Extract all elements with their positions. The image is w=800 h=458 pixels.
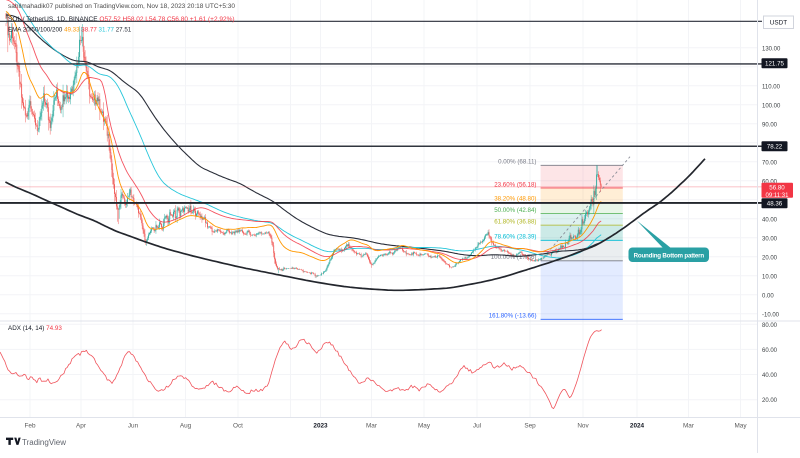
svg-text:May: May: [734, 423, 747, 430]
svg-text:TradingView: TradingView: [22, 438, 66, 447]
svg-text:-10.00: -10.00: [762, 312, 780, 318]
svg-text:60.00: 60.00: [762, 179, 778, 185]
svg-text:Mar: Mar: [683, 423, 695, 430]
svg-text:20.00: 20.00: [762, 398, 778, 404]
svg-text:Apr: Apr: [76, 423, 87, 430]
svg-text:38.20% (48.80): 38.20% (48.80): [494, 196, 536, 203]
svg-text:USDT: USDT: [770, 20, 787, 27]
svg-text:0.00% (68.11): 0.00% (68.11): [498, 159, 536, 166]
svg-text:Jul: Jul: [473, 423, 481, 430]
svg-text:100.00% (17.56): 100.00% (17.56): [491, 254, 537, 261]
svg-text:50.00% (42.84): 50.00% (42.84): [494, 207, 536, 214]
svg-text:80.00: 80.00: [762, 323, 778, 329]
svg-text:Aug: Aug: [180, 423, 192, 430]
svg-text:EMA 20/50/100/200 49.33 38.77: EMA 20/50/100/200 49.33 38.77 31.77 27.5…: [8, 27, 132, 34]
svg-text:78.60% (28.39): 78.60% (28.39): [494, 234, 536, 241]
svg-text:09:11:31: 09:11:31: [766, 193, 790, 199]
svg-text:56.80: 56.80: [769, 185, 785, 192]
svg-text:Feb: Feb: [24, 423, 35, 430]
svg-text:2024: 2024: [630, 423, 645, 430]
svg-text:40.00: 40.00: [762, 217, 778, 223]
svg-text:May: May: [418, 423, 431, 430]
svg-text:10.00: 10.00: [762, 274, 778, 280]
svg-text:Jun: Jun: [128, 423, 139, 430]
svg-text:70.00: 70.00: [762, 160, 778, 166]
svg-text:Mar: Mar: [366, 423, 378, 430]
svg-text:Rounding Bottom pattern: Rounding Bottom pattern: [634, 253, 705, 260]
svg-text:161.80% (-13.66): 161.80% (-13.66): [489, 313, 537, 320]
svg-text:sahilmahadik07 published on Tr: sahilmahadik07 published on TradingView.…: [8, 3, 235, 10]
svg-text:121.75: 121.75: [765, 61, 784, 68]
svg-text:48.36: 48.36: [767, 201, 783, 208]
svg-text:Sep: Sep: [524, 423, 536, 430]
svg-text:Nov: Nov: [577, 423, 589, 430]
svg-text:30.00: 30.00: [762, 236, 778, 242]
svg-text:60.00: 60.00: [762, 348, 778, 354]
svg-text:0.00: 0.00: [762, 293, 774, 299]
svg-text:40.00: 40.00: [762, 373, 778, 379]
svg-text:90.00: 90.00: [762, 122, 778, 128]
svg-text:130.00: 130.00: [762, 46, 781, 52]
svg-text:SOL / TetherUS, 1D, BINANCE O5: SOL / TetherUS, 1D, BINANCE O57.52 H58.0…: [8, 16, 235, 23]
svg-text:20.00: 20.00: [762, 255, 778, 261]
svg-text:2023: 2023: [313, 423, 328, 430]
svg-text:78.22: 78.22: [767, 144, 783, 151]
svg-text:ADX (14, 14) 74.93: ADX (14, 14) 74.93: [8, 325, 62, 332]
svg-text:Oct: Oct: [233, 423, 243, 430]
svg-text:110.00: 110.00: [762, 84, 781, 90]
svg-text:100.00: 100.00: [762, 103, 781, 109]
svg-text:61.80% (36.88): 61.80% (36.88): [494, 218, 536, 225]
svg-text:23.60% (56.18): 23.60% (56.18): [494, 181, 536, 188]
